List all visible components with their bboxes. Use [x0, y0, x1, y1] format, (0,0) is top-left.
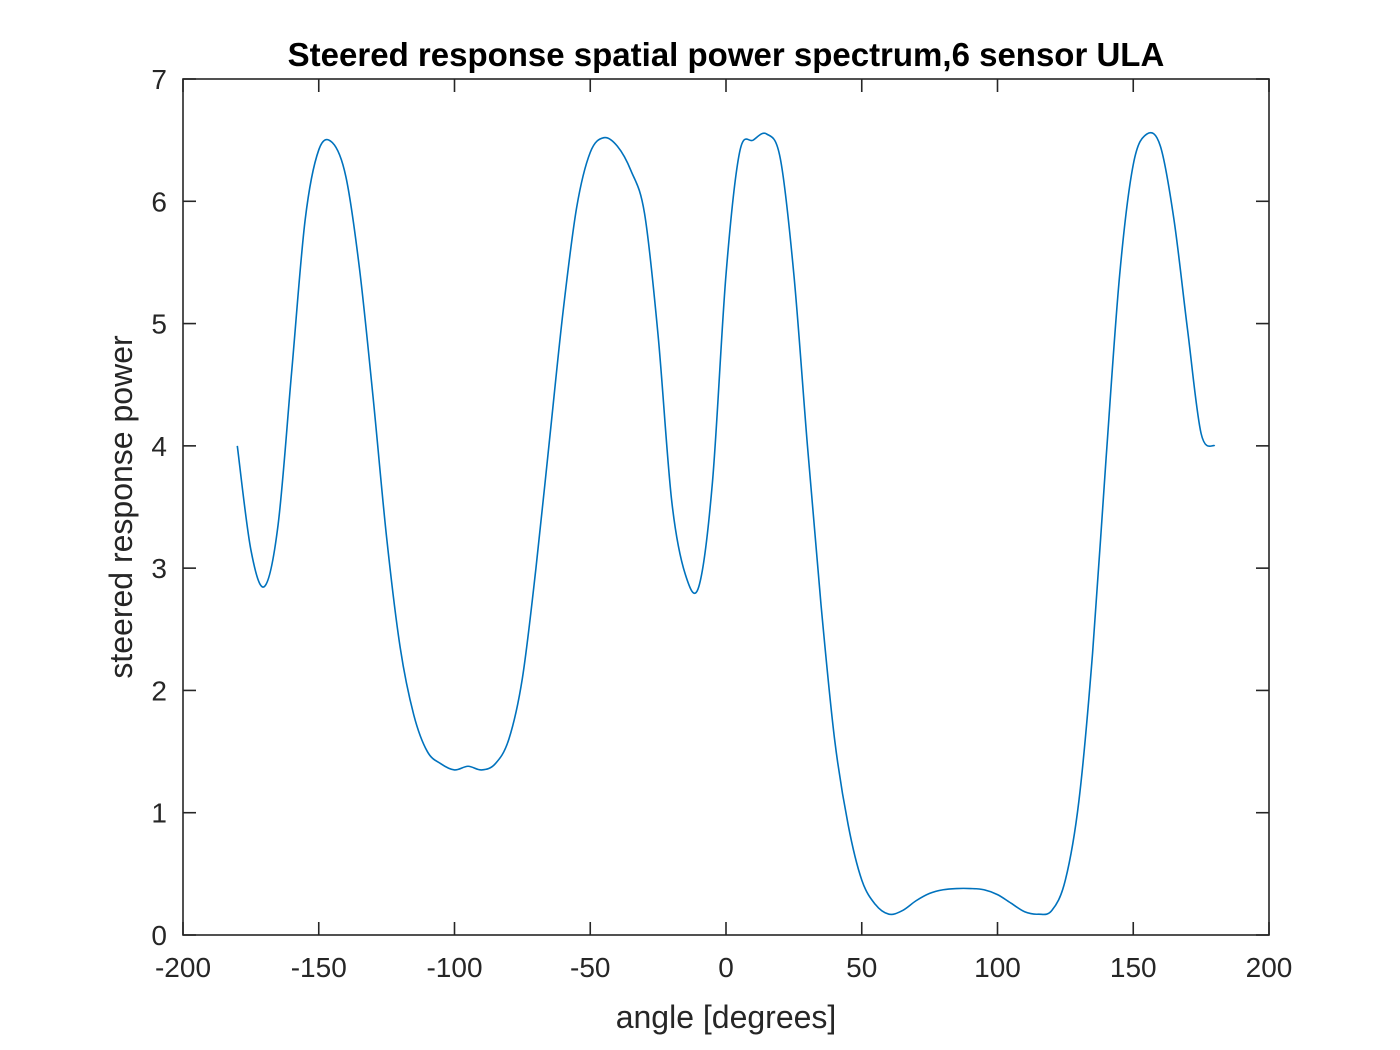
x-tick-label: 150: [1110, 952, 1157, 983]
y-tick-label: 7: [151, 64, 167, 95]
plot-area: [182, 78, 1270, 936]
y-tick-label: 3: [151, 553, 167, 584]
x-tick-label: -150: [291, 952, 347, 983]
x-tick-label: 0: [718, 952, 734, 983]
x-axis-label: angle [degrees]: [616, 999, 837, 1035]
series-layer: [236, 131, 1216, 916]
chart-title: Steered response spatial power spectrum,…: [288, 36, 1165, 73]
series-line: [236, 131, 1216, 916]
x-tick-label: 50: [846, 952, 877, 983]
y-tick-label: 1: [151, 798, 167, 829]
x-tick-label: -100: [426, 952, 482, 983]
tick-labels: -200 -150 -100 -50 0 50 100 150 200 0 1 2 3 4 5 6 7: [151, 64, 1292, 983]
x-tick-label: -50: [570, 952, 610, 983]
y-tick-label: 4: [151, 431, 167, 462]
tick-marks: [182, 78, 1270, 936]
y-tick-label: 2: [151, 675, 167, 706]
y-tick-label: 6: [151, 186, 167, 217]
y-tick-label: 5: [151, 309, 167, 340]
x-tick-label: 200: [1246, 952, 1293, 983]
y-axis-label: steered response power: [103, 335, 139, 679]
y-tick-label: 0: [151, 920, 167, 951]
x-tick-label: -200: [155, 952, 211, 983]
x-tick-label: 100: [974, 952, 1021, 983]
